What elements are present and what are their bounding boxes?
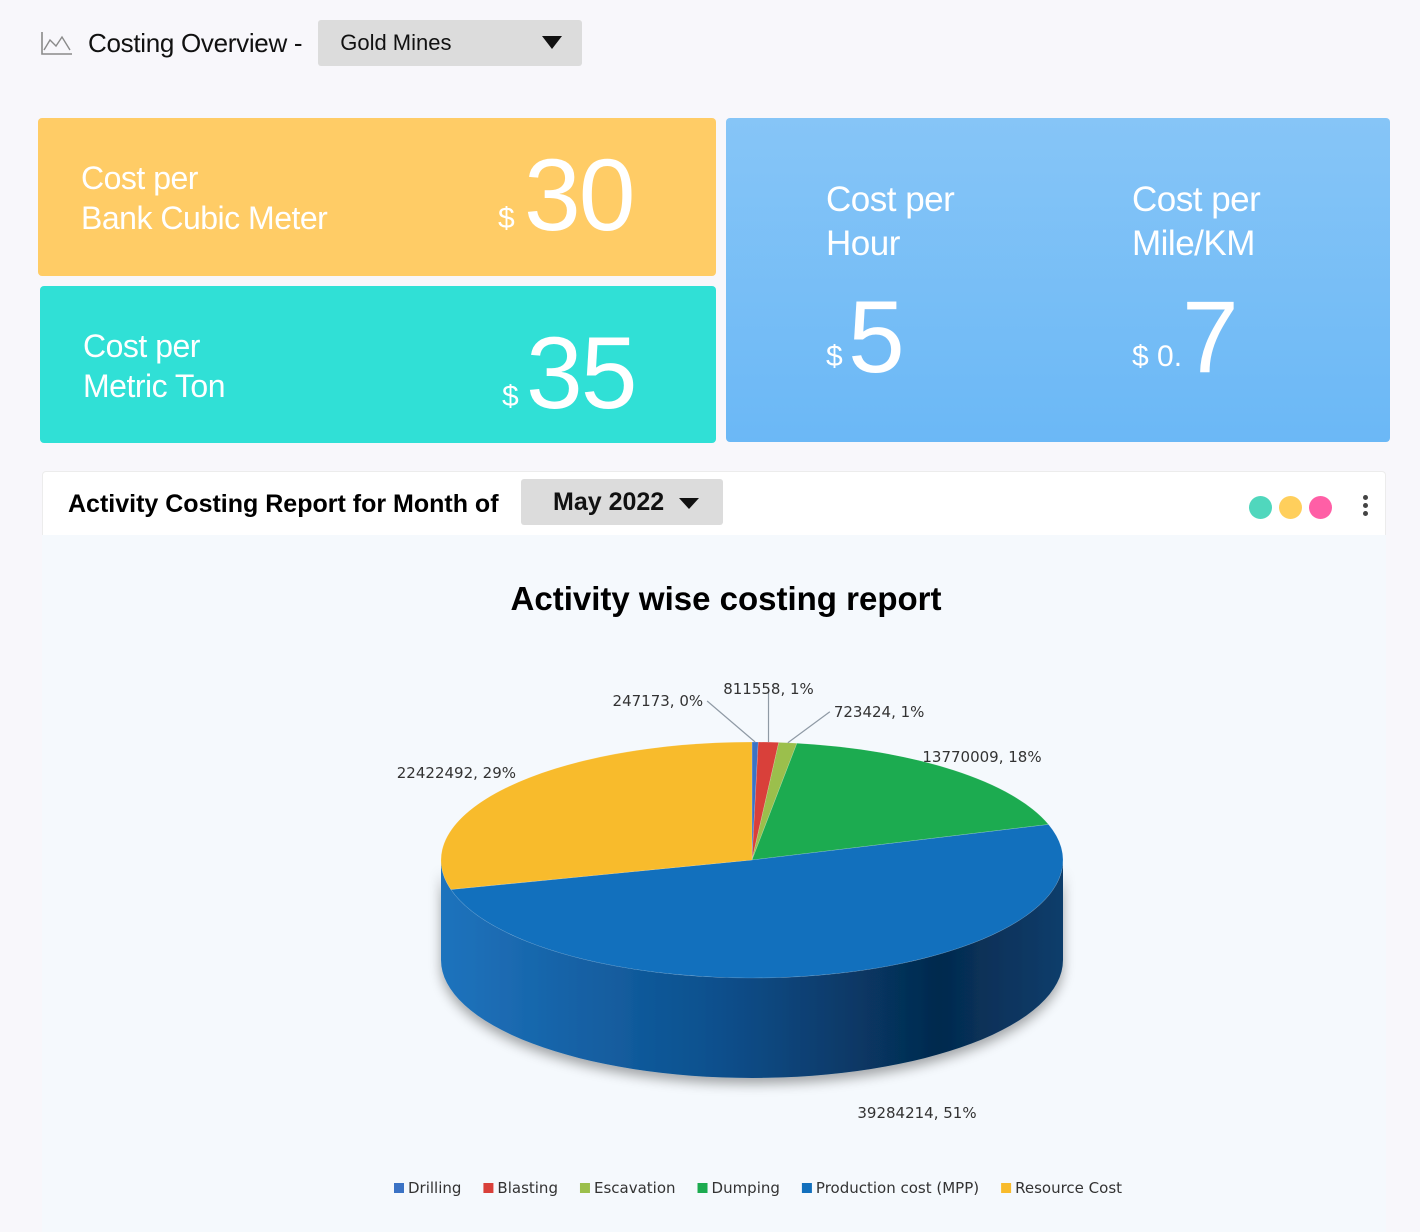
chart-legend: Drilling Blasting Escavation Dumping Product… [394, 1179, 1122, 1197]
kpi-card-ton: Cost per Metric Ton $ 35 [40, 286, 716, 443]
kpi-ton-value: 35 [526, 316, 637, 430]
kpi-hour-currency: $ [826, 340, 843, 373]
kpi-mile-value: 7 [1182, 280, 1239, 394]
kpi-mile-currency: $ 0. [1132, 340, 1183, 373]
kpi-card-bcm: Cost per Bank Cubic Meter $ 30 [38, 118, 716, 276]
data-label: 723424, 1% [834, 703, 925, 721]
legend-label: Blasting [497, 1179, 558, 1197]
legend-label: Resource Cost [1015, 1179, 1122, 1197]
pie-side-wall [441, 860, 1063, 1078]
pie-chart: Activity wise costing report 247173, 0% 8… [394, 580, 1122, 1197]
page-title: Costing Overview - [88, 27, 303, 58]
legend-item[interactable]: Resource Cost [1001, 1179, 1122, 1197]
data-label: 247173, 0% [613, 692, 704, 710]
caret-down-icon [679, 498, 699, 509]
data-label: 811558, 1% [723, 680, 814, 698]
report-title: Activity Costing Report for Month of [68, 490, 499, 518]
top-bar: Costing Overview - Gold Mines [40, 20, 583, 66]
legend-swatch [801, 1183, 812, 1193]
pie-slice-dumping[interactable] [751, 742, 1050, 861]
kpi-bcm-currency: $ [498, 202, 515, 235]
area-chart-icon [41, 32, 72, 55]
legend-label: Escavation [594, 1179, 676, 1197]
legend-swatch [579, 1183, 590, 1193]
theme-dot-pink[interactable] [1309, 496, 1332, 519]
theme-dot-yellow[interactable] [1279, 496, 1302, 519]
kpi-hour-label: Cost per Hour [826, 180, 955, 263]
legend-item[interactable]: Production cost (MPP) [801, 1179, 979, 1197]
kpi-ton-label: Cost per Metric Ton [83, 328, 226, 404]
kpi-hour-value: 5 [848, 280, 905, 394]
legend-item[interactable]: Dumping [697, 1179, 780, 1197]
legend-item[interactable]: Drilling [394, 1179, 461, 1197]
legend-swatch [697, 1183, 708, 1193]
month-select-dropdown[interactable]: May 2022 [521, 479, 723, 525]
mine-select-value: Gold Mines [340, 30, 452, 55]
data-label-leader [787, 711, 831, 744]
kpi-bcm-label: Cost per Bank Cubic Meter [81, 160, 328, 236]
legend-item[interactable]: Blasting [483, 1179, 558, 1197]
legend-label: Drilling [408, 1179, 461, 1197]
legend-swatch [394, 1183, 404, 1193]
legend-swatch [1001, 1183, 1012, 1193]
kpi-bcm-value: 30 [524, 138, 635, 252]
kpi-ton-currency: $ [502, 380, 519, 413]
month-select-value: May 2022 [553, 488, 665, 516]
pie-slice-resource-cost[interactable] [440, 741, 753, 890]
legend-swatch [483, 1183, 494, 1193]
more-options-icon[interactable] [1353, 494, 1377, 520]
legend-label: Production cost (MPP) [816, 1179, 979, 1197]
legend-label: Dumping [712, 1179, 780, 1197]
caret-down-icon [542, 36, 563, 49]
pie-side-face [441, 860, 1063, 1078]
mine-select-dropdown[interactable]: Gold Mines [318, 20, 583, 66]
data-label: 22422492, 29% [397, 764, 516, 782]
data-label: 39284214, 51% [857, 1104, 976, 1122]
theme-dot-teal[interactable] [1249, 496, 1272, 519]
report-panel-body: Activity wise costing report 247173, 0% 8… [42, 535, 1386, 1232]
data-label: 13770009, 18% [922, 748, 1041, 766]
legend-item[interactable]: Escavation [579, 1179, 676, 1197]
report-panel-header: Activity Costing Report for Month of May… [42, 471, 1386, 535]
kpi-mile-label: Cost per Mile/KM [1132, 180, 1261, 263]
chart-title: Activity wise costing report [511, 580, 942, 617]
pie-slice-drilling[interactable] [751, 741, 759, 861]
kpi-card-time-distance: Cost per Hour $ 5 Cost per Mile/KM $ 0. … [726, 118, 1390, 442]
data-label-leader [706, 700, 756, 743]
pie-slice-production-cost-mpp[interactable] [450, 824, 1064, 979]
